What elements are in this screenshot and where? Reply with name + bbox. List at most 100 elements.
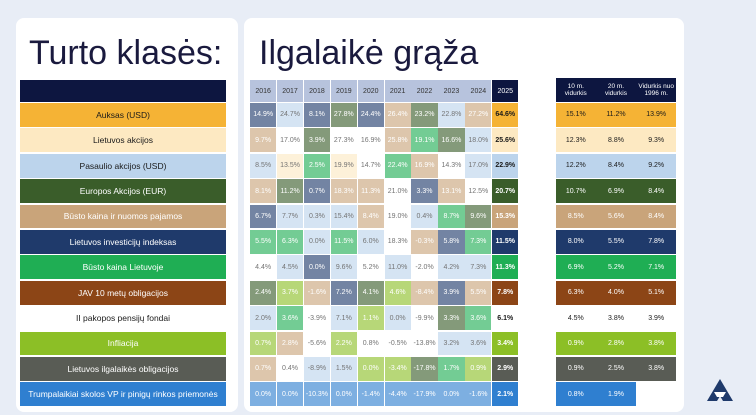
return-cell: -8.9% — [303, 357, 331, 381]
return-cell: 8.1% — [250, 179, 277, 203]
summary-cell: 0.9% — [556, 357, 596, 381]
summary-cell: 5.2% — [596, 255, 636, 280]
summary-cell: 5.6% — [596, 204, 636, 229]
return-cell: 6.3% — [276, 230, 304, 254]
return-cell: 4.5% — [276, 255, 304, 280]
summary-cell: 11.2% — [596, 103, 636, 127]
year-header: 2019 — [330, 80, 357, 102]
return-cell: 0.4% — [411, 204, 438, 229]
summary-cell: 2.8% — [596, 331, 636, 356]
asset-label: Lietuvos investicijų indeksas — [20, 230, 226, 254]
return-cell: 2.5% — [303, 153, 331, 178]
asset-class-title: Turto klasės: — [29, 34, 223, 72]
return-cell: 7.7% — [276, 204, 304, 229]
return-cell: 6.7% — [250, 204, 277, 229]
return-cell: 25.6% — [492, 128, 519, 153]
returns-title: Ilgalaikė grąža — [259, 34, 479, 72]
return-cell: 27.8% — [330, 103, 357, 127]
return-cell: 0.0% — [303, 230, 331, 254]
return-cell: 3.6% — [276, 306, 304, 330]
return-cell: 16.9% — [411, 153, 438, 178]
return-cell: 1.7% — [438, 357, 465, 381]
summary-cell: 9.2% — [636, 153, 676, 178]
return-cell: 0.0% — [357, 357, 384, 381]
return-cell: 5.5% — [465, 280, 492, 305]
return-cell: 16.6% — [438, 128, 465, 153]
return-cell: 0.0% — [330, 382, 357, 407]
return-cell: 0.7% — [303, 179, 331, 203]
return-cell: 9.7% — [250, 128, 277, 153]
return-cell: 27.3% — [330, 128, 357, 153]
return-cell: 6.0% — [357, 230, 384, 254]
year-header: 2022 — [411, 80, 438, 102]
summary-cell: 3.8% — [636, 357, 676, 381]
return-cell: 13.1% — [438, 179, 465, 203]
return-cell: 16.9% — [357, 128, 384, 153]
summary-cell: 10.7% — [556, 179, 596, 203]
year-header: 2021 — [384, 80, 411, 102]
summary-cell: 4.0% — [596, 280, 636, 305]
return-cell: 25.8% — [384, 128, 411, 153]
return-cell: -4.4% — [384, 382, 411, 407]
return-cell: 7.8% — [492, 280, 519, 305]
return-cell: -5.6% — [303, 331, 331, 356]
return-cell: 0.0% — [303, 255, 331, 280]
summary-cell: 8.4% — [636, 179, 676, 203]
asset-label: Būsto kaina Lietuvoje — [20, 255, 226, 280]
return-cell: 6.1% — [492, 306, 519, 330]
return-cell: 23.2% — [411, 103, 438, 127]
return-cell: 3.9% — [303, 128, 331, 153]
return-cell: 19.0% — [384, 204, 411, 229]
return-cell: 5.5% — [250, 230, 277, 254]
return-cell: 3.3% — [411, 179, 438, 203]
return-cell: 5.2% — [357, 255, 384, 280]
return-cell: 2.9% — [492, 357, 519, 381]
label-header-bar — [20, 80, 226, 102]
return-cell: 3.6% — [465, 306, 492, 330]
summary-cell: 2.5% — [596, 357, 636, 381]
return-cell: 1.1% — [357, 306, 384, 330]
return-cell: 22.8% — [438, 103, 465, 127]
summary-cell: 5.1% — [636, 280, 676, 305]
return-cell: 0.0% — [438, 382, 465, 407]
return-cell: 21.0% — [384, 179, 411, 203]
return-cell: 14.9% — [250, 103, 277, 127]
summary-cell: 3.9% — [636, 306, 676, 330]
return-cell: 0.7% — [250, 331, 277, 356]
return-cell: 20.7% — [492, 179, 519, 203]
summary-cell: 7.1% — [636, 255, 676, 280]
asset-label: Būsto kaina ir nuomos pajamos — [20, 204, 226, 229]
summary-cell: 0.9% — [556, 331, 596, 356]
summary-cell: 12.2% — [556, 153, 596, 178]
return-cell: 4.1% — [357, 280, 384, 305]
return-cell: -13.8% — [411, 331, 438, 356]
return-cell: 3.3% — [438, 306, 465, 330]
summary-cell: 1.9% — [596, 382, 636, 407]
summary-cell: 13.9% — [636, 103, 676, 127]
return-cell: 11.5% — [492, 230, 519, 254]
return-cell: 22.9% — [492, 153, 519, 178]
return-cell: 9.6% — [465, 204, 492, 229]
return-cell: 0.0% — [276, 382, 304, 407]
return-cell: 19.9% — [330, 153, 357, 178]
return-cell: 4.2% — [438, 255, 465, 280]
return-cell: 2.4% — [250, 280, 277, 305]
summary-cell: 4.5% — [556, 306, 596, 330]
return-cell: 2.2% — [330, 331, 357, 356]
return-cell: 7.3% — [465, 255, 492, 280]
return-cell: 13.5% — [276, 153, 304, 178]
return-cell: 8.5% — [250, 153, 277, 178]
summary-cell: 7.8% — [636, 230, 676, 254]
year-header: 2025 — [492, 80, 519, 102]
year-header: 2024 — [465, 80, 492, 102]
return-cell: 4.6% — [384, 280, 411, 305]
return-cell: 26.4% — [384, 103, 411, 127]
summary-cell — [636, 382, 676, 407]
return-cell: 18.0% — [465, 128, 492, 153]
year-header: 2018 — [303, 80, 331, 102]
return-cell: 17.0% — [465, 153, 492, 178]
summary-cell: 8.0% — [556, 230, 596, 254]
return-cell: 3.6% — [465, 331, 492, 356]
return-cell: 0.4% — [276, 357, 304, 381]
return-cell: 7.3% — [465, 230, 492, 254]
